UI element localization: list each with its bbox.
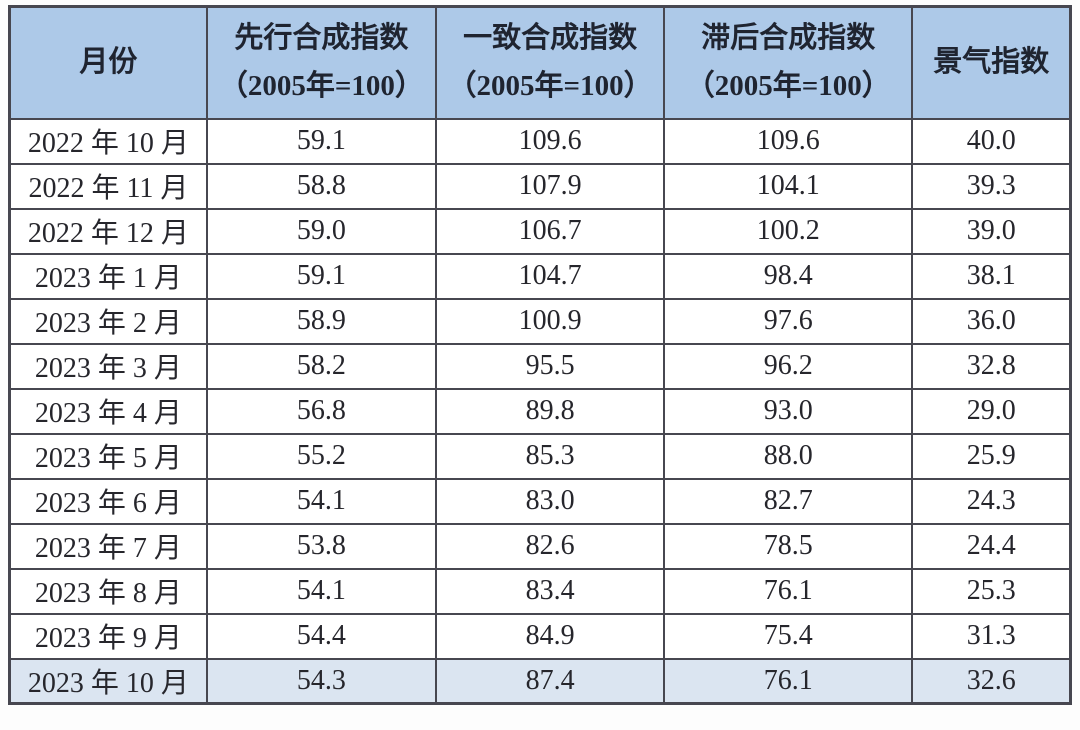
month-cell: 2023 年 7 月 [8,522,208,570]
column-title: 景气指数 [933,45,1050,78]
value-cell: 54.1 [205,477,438,525]
value-cell: 78.5 [663,522,914,570]
table-container: 月份 先行合成指数 （2005年=100） 一致合成指数 （2005年=100） 滞后合成… [8,5,1072,705]
value-cell: 59.1 [205,252,438,300]
value-cell: 100.9 [435,297,666,345]
value-cell: 54.1 [205,567,438,615]
value-cell: 56.8 [205,387,438,435]
value-cell: 75.4 [663,612,914,660]
value-cell: 25.9 [911,432,1072,480]
value-cell: 100.2 [663,207,914,255]
month-cell: 2022 年 11 月 [8,162,208,210]
value-cell: 88.0 [663,432,914,480]
table-body: 2022 年 10 月 59.1 109.6 109.6 40.0 2022 年 11 月… [8,117,1072,705]
value-cell: 55.2 [205,432,438,480]
value-cell: 107.9 [435,162,666,210]
value-cell: 89.8 [435,387,666,435]
column-header-coincident-index: 一致合成指数 （2005年=100） [435,5,666,120]
value-cell: 29.0 [911,387,1072,435]
table-header: 月份 先行合成指数 （2005年=100） 一致合成指数 （2005年=100） 滞后合成… [8,5,1072,120]
value-cell: 32.6 [911,657,1072,705]
table-row: 2022 年 11 月 58.8 107.9 104.1 39.3 [8,162,1072,210]
value-cell: 54.4 [205,612,438,660]
month-cell: 2023 年 9 月 [8,612,208,660]
table-row: 2023 年 9 月 54.4 84.9 75.4 31.3 [8,612,1072,660]
value-cell: 58.8 [205,162,438,210]
month-cell: 2022 年 10 月 [8,117,208,165]
table-row: 2022 年 10 月 59.1 109.6 109.6 40.0 [8,117,1072,165]
value-cell: 59.1 [205,117,438,165]
column-title: 滞后合成指数 [701,21,876,54]
table-row: 2023 年 4 月 56.8 89.8 93.0 29.0 [8,387,1072,435]
table-row: 2023 年 7 月 53.8 82.6 78.5 24.4 [8,522,1072,570]
column-title: 月份 [79,45,138,78]
column-subtitle: （2005年=100） [447,69,653,102]
month-cell: 2023 年 8 月 [8,567,208,615]
value-cell: 76.1 [663,567,914,615]
value-cell: 109.6 [663,117,914,165]
column-subtitle: （2005年=100） [685,69,891,102]
month-cell: 2023 年 5 月 [8,432,208,480]
value-cell: 38.1 [911,252,1072,300]
column-header-leading-index: 先行合成指数 （2005年=100） [205,5,438,120]
month-cell: 2023 年 10 月 [8,657,208,705]
value-cell: 104.1 [663,162,914,210]
month-cell: 2023 年 1 月 [8,252,208,300]
value-cell: 53.8 [205,522,438,570]
value-cell: 39.0 [911,207,1072,255]
value-cell: 98.4 [663,252,914,300]
value-cell: 84.9 [435,612,666,660]
value-cell: 32.8 [911,342,1072,390]
value-cell: 97.6 [663,297,914,345]
value-cell: 104.7 [435,252,666,300]
column-header-month: 月份 [8,5,208,120]
value-cell: 59.0 [205,207,438,255]
value-cell: 25.3 [911,567,1072,615]
table-row: 2023 年 1 月 59.1 104.7 98.4 38.1 [8,252,1072,300]
column-subtitle: （2005年=100） [218,69,424,102]
prosperity-index-table: 月份 先行合成指数 （2005年=100） 一致合成指数 （2005年=100） 滞后合成… [8,5,1072,705]
month-cell: 2022 年 12 月 [8,207,208,255]
value-cell: 58.2 [205,342,438,390]
table-row: 2023 年 6 月 54.1 83.0 82.7 24.3 [8,477,1072,525]
month-cell: 2023 年 3 月 [8,342,208,390]
value-cell: 96.2 [663,342,914,390]
value-cell: 58.9 [205,297,438,345]
value-cell: 85.3 [435,432,666,480]
value-cell: 24.3 [911,477,1072,525]
column-header-prosperity-index: 景气指数 [911,5,1072,120]
column-title: 一致合成指数 [463,21,638,54]
value-cell: 54.3 [205,657,438,705]
value-cell: 24.4 [911,522,1072,570]
table-row: 2023 年 8 月 54.1 83.4 76.1 25.3 [8,567,1072,615]
value-cell: 93.0 [663,387,914,435]
table-row: 2023 年 3 月 58.2 95.5 96.2 32.8 [8,342,1072,390]
value-cell: 82.6 [435,522,666,570]
value-cell: 36.0 [911,297,1072,345]
month-cell: 2023 年 4 月 [8,387,208,435]
header-row: 月份 先行合成指数 （2005年=100） 一致合成指数 （2005年=100） 滞后合成… [8,5,1072,120]
table-row: 2023 年 5 月 55.2 85.3 88.0 25.9 [8,432,1072,480]
table-row: 2023 年 2 月 58.9 100.9 97.6 36.0 [8,297,1072,345]
month-cell: 2023 年 6 月 [8,477,208,525]
value-cell: 109.6 [435,117,666,165]
value-cell: 87.4 [435,657,666,705]
value-cell: 83.4 [435,567,666,615]
value-cell: 95.5 [435,342,666,390]
value-cell: 40.0 [911,117,1072,165]
value-cell: 106.7 [435,207,666,255]
value-cell: 83.0 [435,477,666,525]
column-header-lagging-index: 滞后合成指数 （2005年=100） [663,5,914,120]
value-cell: 31.3 [911,612,1072,660]
column-title: 先行合成指数 [234,21,409,54]
value-cell: 39.3 [911,162,1072,210]
value-cell: 82.7 [663,477,914,525]
table-row: 2022 年 12 月 59.0 106.7 100.2 39.0 [8,207,1072,255]
value-cell: 76.1 [663,657,914,705]
month-cell: 2023 年 2 月 [8,297,208,345]
table-row: 2023 年 10 月 54.3 87.4 76.1 32.6 [8,657,1072,705]
